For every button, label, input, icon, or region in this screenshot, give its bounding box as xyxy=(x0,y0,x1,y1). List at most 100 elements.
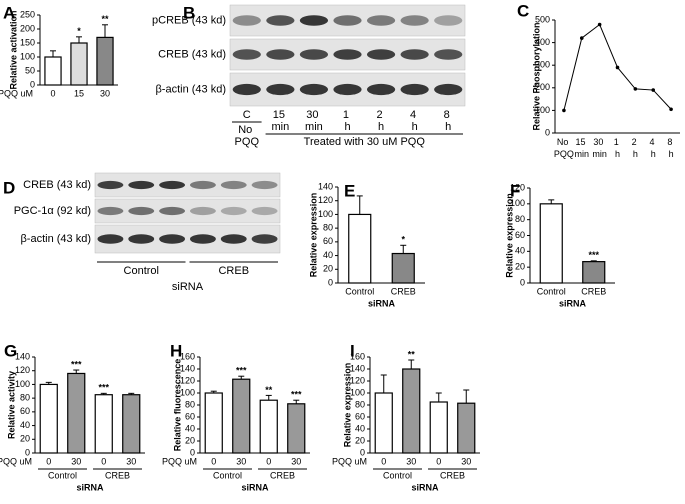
y-tick-label: 60 xyxy=(185,411,195,421)
blot-band xyxy=(232,49,261,60)
blot-band xyxy=(128,206,155,216)
lane-label: 4 h xyxy=(410,109,419,133)
x-tick-label: 2 h xyxy=(632,137,640,159)
y-tick-label: 140 xyxy=(318,181,333,191)
x-tick-label: 0 xyxy=(436,456,441,466)
group-label: CREB xyxy=(270,470,295,480)
blot-band xyxy=(97,234,124,244)
y-tick-label: 20 xyxy=(20,434,30,444)
blot-band xyxy=(189,206,216,216)
y-tick-label: 160 xyxy=(180,351,195,361)
x-tick-label: 0 xyxy=(266,456,271,466)
blot-strip xyxy=(94,224,281,254)
blot-row-label: β-actin (43 kd) xyxy=(155,83,226,95)
y-tick-label: 80 xyxy=(20,393,30,403)
significance: *** xyxy=(236,366,247,376)
x-tick-label: 0 xyxy=(50,88,55,98)
x-tick-label: 30 xyxy=(461,456,471,466)
y-tick-label: 40 xyxy=(515,246,525,256)
bar xyxy=(122,394,141,454)
group-label: Control xyxy=(383,470,412,480)
y-axis-label: Relative expression xyxy=(504,193,514,278)
y-tick-label: 100 xyxy=(318,209,333,219)
y-axis-label: Relative activation xyxy=(8,10,18,89)
blot-row-label: CREB (43 kd) xyxy=(23,179,91,191)
significance: * xyxy=(77,26,81,36)
significance: ** xyxy=(101,14,109,24)
y-tick-label: 0 xyxy=(545,127,550,137)
point xyxy=(651,88,656,92)
x-tick-label: 15 min xyxy=(575,137,590,159)
significance: *** xyxy=(71,359,82,369)
y-tick-label: 100 xyxy=(20,51,35,61)
blot-band xyxy=(159,234,186,244)
y-tick-label: 140 xyxy=(15,351,30,361)
x-prefix: PQQ uM xyxy=(0,456,32,466)
blot-row-label: pCREB (43 kd) xyxy=(152,14,226,26)
x-tick-label: 0 xyxy=(46,456,51,466)
panel-letter: I xyxy=(350,341,355,360)
blot-band xyxy=(220,206,247,216)
blot-row-label: PGC-1α (92 kd) xyxy=(14,205,91,217)
y-tick-label: 250 xyxy=(20,9,35,19)
significance: *** xyxy=(588,250,599,260)
lane-label: 8 h xyxy=(444,109,453,133)
y-tick-label: 40 xyxy=(323,250,333,260)
y-tick-label: 50 xyxy=(25,65,35,75)
y-tick-label: 120 xyxy=(180,375,195,385)
blot-band xyxy=(299,83,329,96)
x-tick-label: Control xyxy=(537,286,566,296)
x-axis-label: siRNA xyxy=(172,281,204,293)
blot-band xyxy=(400,83,429,96)
y-axis-label: Relative fluorescence xyxy=(172,359,182,452)
control-label: No PQQ xyxy=(235,124,260,148)
x-prefix: PQQ uM xyxy=(0,88,33,98)
lane-label: 15 min xyxy=(271,109,289,133)
y-tick-label: 0 xyxy=(520,277,525,287)
panel-letter: E xyxy=(344,181,355,200)
bar xyxy=(96,36,114,86)
lane-label: 1 h xyxy=(343,109,352,133)
blot-band xyxy=(434,15,463,26)
y-tick-label: 40 xyxy=(20,420,30,430)
y-tick-label: 20 xyxy=(185,435,195,445)
y-tick-label: 20 xyxy=(515,262,525,272)
y-tick-label: 400 xyxy=(535,37,550,47)
blot-band xyxy=(266,49,295,60)
y-tick-label: 100 xyxy=(180,387,195,397)
bar xyxy=(204,392,223,454)
x-tick-label: 15 xyxy=(74,88,84,98)
y-tick-label: 150 xyxy=(20,37,35,47)
significance: ** xyxy=(265,385,273,395)
bar xyxy=(348,213,372,284)
y-tick-label: 120 xyxy=(510,182,525,192)
bar xyxy=(94,394,113,454)
blot-strip xyxy=(94,198,281,224)
blot-band xyxy=(333,83,362,96)
y-tick-label: 80 xyxy=(515,214,525,224)
y-tick-label: 80 xyxy=(323,223,333,233)
lane-label: 30 min xyxy=(305,109,323,133)
bar xyxy=(44,56,62,86)
blot-band xyxy=(97,206,124,216)
y-tick-label: 160 xyxy=(350,351,365,361)
bar xyxy=(374,392,393,454)
x-tick-label: 30 xyxy=(100,88,110,98)
blot-band xyxy=(220,180,247,190)
blot-band xyxy=(266,83,295,96)
bar xyxy=(287,403,306,454)
blot-band xyxy=(189,180,216,190)
y-tick-label: 60 xyxy=(20,406,30,416)
group-label: CREB xyxy=(218,265,249,277)
y-axis-label: Relative activity xyxy=(6,371,16,439)
x-tick-label: 8 h xyxy=(667,137,675,159)
y-tick-label: 100 xyxy=(510,198,525,208)
y-axis-label: Relative Phosphorylation xyxy=(531,22,541,130)
blot-row-label: β-actin (43 kd) xyxy=(20,233,91,245)
group-label: CREB xyxy=(440,470,465,480)
bar xyxy=(429,401,448,454)
blot-band xyxy=(434,49,463,60)
y-tick-label: 300 xyxy=(535,60,550,70)
x-axis-label: siRNA xyxy=(559,298,587,308)
